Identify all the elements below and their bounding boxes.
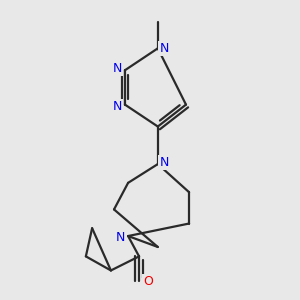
Text: N: N: [159, 42, 169, 55]
Text: N: N: [116, 231, 125, 244]
Text: N: N: [159, 156, 169, 169]
Text: N: N: [112, 62, 122, 75]
Text: N: N: [112, 100, 122, 113]
Text: O: O: [143, 275, 153, 288]
